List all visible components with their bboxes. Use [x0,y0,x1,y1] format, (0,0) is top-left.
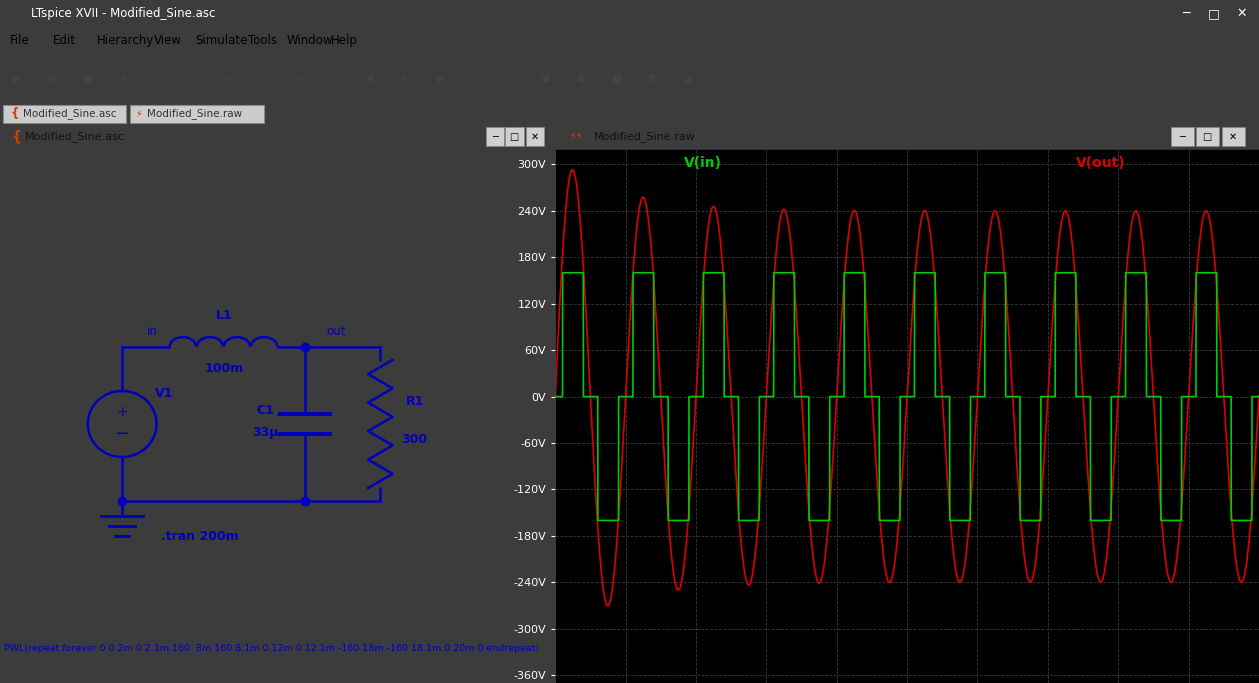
Text: +: + [116,405,128,419]
Text: Modified_Sine.raw: Modified_Sine.raw [594,130,696,141]
Text: Window: Window [287,34,334,48]
Text: ✕: ✕ [1236,7,1246,20]
Bar [1196,127,1219,146]
Text: LTspice XVII - Modified_Sine.asc: LTspice XVII - Modified_Sine.asc [31,7,215,20]
Text: ⊙: ⊙ [259,74,267,84]
Text: ⚡: ⚡ [135,109,141,119]
Text: ⬡: ⬡ [506,74,515,84]
Text: Modified_Sine.asc: Modified_Sine.asc [25,130,125,141]
Text: ⬤: ⬤ [612,74,623,84]
Bar [486,127,504,146]
Text: ✂: ✂ [154,74,161,84]
Bar [1171,127,1195,146]
Text: Modified_Sine.asc: Modified_Sine.asc [23,108,116,119]
Bar [526,127,544,146]
Text: ⦿: ⦿ [330,74,336,84]
Text: {: { [10,107,19,120]
Text: Edit: Edit [53,34,76,48]
Text: PWL(repeat forever 0 0 2m 0 2.1m 160  8m 160 8.1m 0 12m 0 12.1m -160 18m -160 18: PWL(repeat forever 0 0 2m 0 2.1m 160 8m … [5,644,540,653]
Text: ■: ■ [83,74,92,84]
Text: Help: Help [331,34,358,48]
Text: V(out): V(out) [1076,156,1126,171]
Text: C1: C1 [257,404,274,417]
Bar [130,105,264,124]
Bar [3,105,126,124]
Text: V1: V1 [155,387,172,400]
Text: □: □ [1202,132,1211,141]
Text: ◈: ◈ [400,74,408,84]
Text: R1: R1 [405,395,424,408]
Text: ▣: ▣ [365,74,374,84]
Text: .tran 200m: .tran 200m [161,530,239,543]
Text: ⊞: ⊞ [48,74,55,84]
Text: □: □ [510,132,519,141]
Text: ✕: ✕ [530,132,539,141]
Text: ✕: ✕ [1229,132,1238,141]
Text: ◇: ◇ [471,74,478,84]
Text: ⚡⚡: ⚡⚡ [569,131,583,141]
Text: ◪: ◪ [682,74,691,84]
Text: □: □ [1207,7,1220,20]
Text: View: View [154,34,181,48]
Text: ⊗: ⊗ [295,74,302,84]
Text: File: File [10,34,30,48]
Text: {: { [11,129,21,143]
Bar [505,127,524,146]
Text: −: − [115,425,130,443]
Text: ◆: ◆ [436,74,443,84]
Text: ◩: ◩ [647,74,656,84]
Text: L1: L1 [215,309,232,322]
Text: ─: ─ [1182,7,1190,20]
Text: V(in): V(in) [684,156,721,171]
Text: out: out [326,324,345,338]
Text: ─: ─ [1180,132,1185,141]
Text: ✦: ✦ [118,74,126,84]
Text: 33µ: 33µ [252,426,278,438]
Text: 300: 300 [402,432,428,445]
Text: Simulate: Simulate [195,34,248,48]
Text: in: in [147,324,159,338]
Text: ⬢: ⬢ [541,74,550,84]
Text: ▶: ▶ [13,74,20,84]
Text: 100m: 100m [204,362,243,375]
Text: Hierarchy: Hierarchy [97,34,154,48]
Text: Tools: Tools [248,34,277,48]
Text: ─: ─ [492,132,497,141]
Text: Modified_Sine.raw: Modified_Sine.raw [147,108,243,119]
Text: ◎: ◎ [189,74,198,84]
Bar [1221,127,1245,146]
Text: ⊕: ⊕ [224,74,232,84]
Text: ⬣: ⬣ [577,74,585,84]
